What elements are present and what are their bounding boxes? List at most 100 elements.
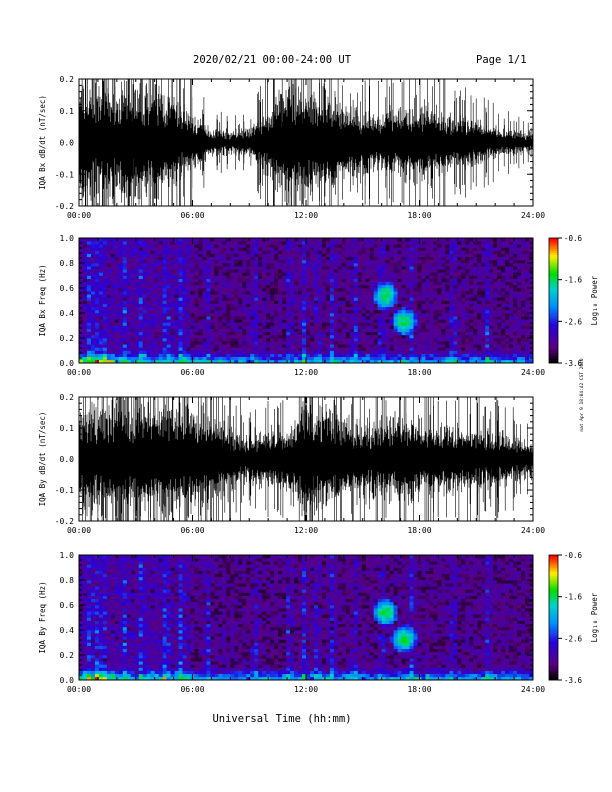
y-tick-label: -0.1 bbox=[55, 170, 74, 179]
spectrogram-cell bbox=[246, 313, 251, 317]
spectrogram-cell bbox=[529, 338, 534, 342]
spectrogram-cell bbox=[102, 322, 108, 326]
spectrogram-cell bbox=[461, 256, 466, 261]
spectrogram-cell bbox=[102, 263, 108, 267]
colorbar-swatch bbox=[549, 254, 558, 258]
spectrogram-cell bbox=[162, 309, 167, 314]
spectrogram-cell bbox=[230, 247, 235, 251]
spectrogram-cell bbox=[146, 238, 151, 242]
spectrogram-cell bbox=[122, 338, 128, 342]
spectrogram-cell bbox=[405, 278, 410, 283]
spectrogram-cell bbox=[210, 238, 215, 242]
spectrogram-cell bbox=[274, 253, 279, 258]
spectrogram-cell bbox=[397, 325, 402, 329]
spectrogram-cell bbox=[262, 266, 267, 270]
spectrogram-cell bbox=[130, 259, 136, 264]
spectrogram-cell bbox=[393, 334, 398, 339]
spectrogram-cell bbox=[182, 259, 187, 264]
spectrogram-cell bbox=[282, 334, 287, 339]
spectrogram-cell bbox=[321, 350, 327, 354]
spectrogram-cell bbox=[433, 294, 438, 298]
spectrogram-cell bbox=[122, 341, 128, 345]
spectrogram-cell bbox=[353, 328, 359, 333]
spectrogram-cell bbox=[258, 291, 263, 295]
spectrogram-cell bbox=[186, 328, 191, 333]
spectrogram-cell bbox=[174, 259, 179, 264]
spectrogram-cell bbox=[349, 272, 355, 276]
spectrogram-cell bbox=[529, 309, 534, 314]
spectrogram-cell bbox=[509, 341, 514, 345]
spectrogram-cell bbox=[373, 319, 378, 323]
spectrogram-cell bbox=[365, 334, 371, 339]
spectrogram-cell bbox=[130, 353, 136, 358]
spectrogram-cell bbox=[409, 325, 414, 329]
spectrogram-cell bbox=[306, 350, 311, 354]
spectrogram-cell bbox=[306, 275, 311, 279]
spectrogram-cell bbox=[473, 266, 478, 270]
spectrogram-cell bbox=[122, 319, 128, 323]
spectrogram-cell bbox=[142, 300, 147, 304]
spectrogram-cell bbox=[453, 359, 458, 364]
spectrogram-cell bbox=[102, 247, 108, 251]
spectrogram-cell bbox=[521, 244, 526, 248]
spectrogram-cell bbox=[206, 316, 211, 320]
spectrogram-cell bbox=[509, 263, 514, 267]
spectrogram-cell bbox=[337, 278, 343, 283]
spectrogram-cell bbox=[150, 303, 155, 308]
spectrogram-cell bbox=[473, 241, 478, 245]
spectrogram-cell bbox=[298, 350, 303, 354]
spectrogram-cell bbox=[254, 275, 259, 279]
spectrogram-cell bbox=[401, 341, 406, 345]
spectrogram-cell bbox=[329, 325, 335, 329]
spectrogram-cell bbox=[397, 278, 402, 283]
spectrogram-cell bbox=[377, 281, 382, 286]
spectrogram-cell bbox=[501, 338, 506, 342]
spectrogram-cell bbox=[158, 359, 163, 364]
spectrogram-cell bbox=[461, 322, 466, 326]
spectrogram-cell bbox=[377, 334, 382, 339]
spectrogram-cell bbox=[282, 350, 287, 354]
spectrogram-cell bbox=[202, 325, 207, 329]
spectrogram-cell bbox=[377, 250, 382, 254]
spectrogram-cell bbox=[174, 313, 179, 317]
spectrogram-cell bbox=[353, 322, 359, 326]
spectrogram-cell bbox=[485, 241, 490, 245]
spectrogram-cell bbox=[206, 344, 211, 348]
spectrogram-cell bbox=[110, 284, 116, 289]
spectrogram-cell bbox=[306, 291, 311, 295]
spectrogram-cell bbox=[317, 328, 323, 333]
spectrogram-cell bbox=[449, 291, 454, 295]
spectrogram-cell bbox=[465, 266, 470, 270]
spectrogram-cell bbox=[369, 313, 374, 317]
y-tick-label: -0.1 bbox=[55, 486, 74, 495]
spectrogram-cell bbox=[361, 316, 367, 320]
spectrogram-cell bbox=[174, 256, 179, 261]
spectrogram-cell bbox=[453, 259, 458, 264]
spectrogram-cell bbox=[337, 322, 343, 326]
spectrogram-cell bbox=[309, 291, 315, 295]
spectrogram-cell bbox=[250, 319, 255, 323]
spectrogram-cell bbox=[98, 253, 104, 258]
spectrogram-cell bbox=[270, 309, 275, 314]
spectrogram-cell bbox=[377, 325, 382, 329]
spectrogram-cell bbox=[282, 281, 287, 286]
spectrogram-cell bbox=[146, 313, 151, 317]
spectrogram-cell bbox=[505, 325, 510, 329]
spectrogram-cell bbox=[186, 269, 191, 273]
spectrogram-cell bbox=[429, 341, 434, 345]
spectrogram-cell bbox=[453, 294, 458, 298]
spectrogram-cell bbox=[325, 281, 331, 286]
spectrogram-cell bbox=[365, 319, 371, 323]
spectrogram-cell bbox=[525, 344, 530, 348]
spectrogram-cell bbox=[79, 344, 84, 348]
spectrogram-cell bbox=[82, 256, 88, 261]
spectrogram-cell bbox=[222, 250, 227, 254]
spectrogram-cell bbox=[294, 313, 299, 317]
spectrogram-cell bbox=[505, 353, 510, 358]
spectrogram-cell bbox=[501, 359, 506, 364]
spectrogram-cell bbox=[122, 259, 128, 264]
spectrogram-cell bbox=[521, 281, 526, 286]
spectrogram-cell bbox=[122, 263, 128, 267]
spectrogram-cell bbox=[106, 341, 112, 345]
spectrogram-cell bbox=[369, 247, 374, 251]
